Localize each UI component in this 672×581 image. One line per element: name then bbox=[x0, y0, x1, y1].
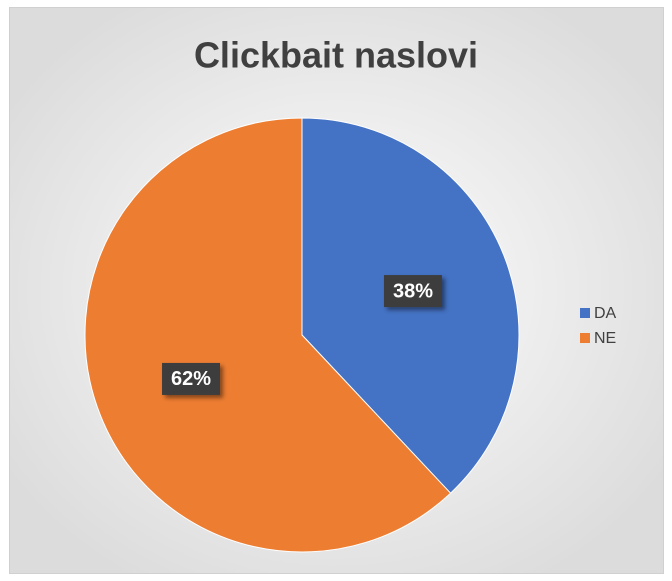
data-label: 62% bbox=[171, 368, 211, 390]
legend-swatch bbox=[580, 308, 590, 318]
data-label-box bbox=[162, 362, 221, 395]
data-label: 38% bbox=[393, 280, 433, 302]
legend-label: NE bbox=[594, 330, 616, 347]
pie-slice bbox=[84, 117, 452, 553]
legend-label: DA bbox=[594, 305, 617, 322]
data-label-box bbox=[383, 275, 442, 308]
chart-title: Clickbait naslovi bbox=[194, 35, 478, 76]
legend-swatch bbox=[580, 333, 590, 343]
